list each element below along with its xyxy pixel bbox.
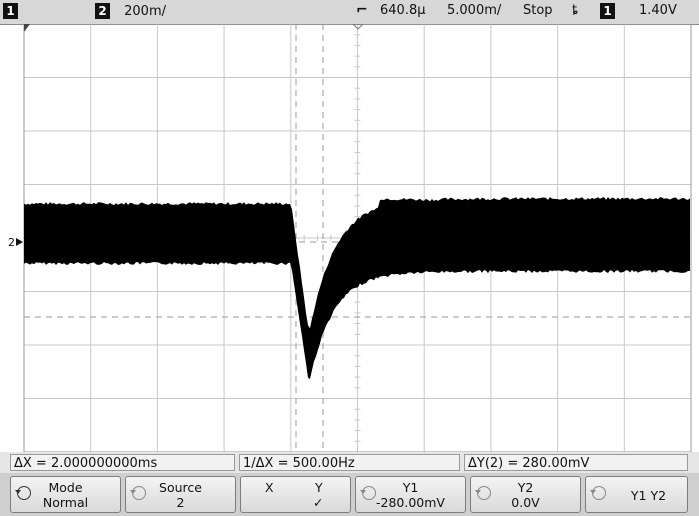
trigger-position-icon: ⌐ xyxy=(356,2,368,18)
trigger-slope-icon: ȶ xyxy=(572,3,579,18)
trigger-source[interactable]: 1 xyxy=(600,3,615,19)
check-icon: ✓ xyxy=(313,495,324,510)
time-delay[interactable]: 640.8µ xyxy=(380,3,426,18)
rotate-knob-icon xyxy=(130,486,146,500)
y1-softkey[interactable]: Y1 -280.00mV xyxy=(355,476,466,513)
y-cursor-label: Y xyxy=(315,480,323,495)
trigger-level: 1.40V xyxy=(639,3,677,18)
waveform-display[interactable]: 2 xyxy=(0,24,699,452)
rotate-knob-icon xyxy=(475,486,491,500)
channel-2-indicator[interactable]: 2 200m/ xyxy=(95,3,166,19)
ground-arrow-icon xyxy=(16,238,23,246)
ground-marker-label: 2 xyxy=(8,236,15,249)
channel-2-number: 2 xyxy=(95,3,110,19)
rotate-knob-icon xyxy=(590,486,606,500)
rotate-knob-icon xyxy=(15,486,31,500)
source-softkey[interactable]: Source 2 xyxy=(125,476,236,513)
delta-x-readout: ΔX = 2.000000000ms xyxy=(10,454,235,471)
channel-1-indicator[interactable]: 1 xyxy=(3,3,18,19)
inverse-delta-x-readout: 1/ΔX = 500.00Hz xyxy=(239,454,460,471)
status-bar: 1 2 200m/ ⌐ 640.8µ 5.000m/ Stop ȶ 1 1.40… xyxy=(0,0,699,25)
channel-2-trace xyxy=(24,197,690,379)
cursor-x-top-marker xyxy=(352,24,364,30)
y2-softkey[interactable]: Y2 0.0V xyxy=(470,476,581,513)
run-state: Stop xyxy=(523,3,553,18)
y1y2-softkey[interactable]: Y1 Y2 xyxy=(585,476,688,513)
delta-y-readout: ΔY(2) = 280.00mV xyxy=(464,454,688,471)
rotate-knob-icon xyxy=(360,486,376,500)
x-cursor-label: X xyxy=(265,480,274,495)
channel-2-scale: 200m/ xyxy=(124,4,166,19)
softkey-bar: Mode Normal Source 2 X Y ✓ Y1 -280.00mV … xyxy=(0,473,699,516)
measurement-bar: ΔX = 2.000000000ms 1/ΔX = 500.00Hz ΔY(2)… xyxy=(0,452,699,473)
trigger-marker xyxy=(24,24,30,32)
xy-softkey[interactable]: X Y ✓ xyxy=(240,476,351,513)
ground-marker[interactable]: 2 xyxy=(8,236,23,249)
mode-softkey[interactable]: Mode Normal xyxy=(10,476,121,513)
time-scale[interactable]: 5.000m/ xyxy=(447,3,502,18)
